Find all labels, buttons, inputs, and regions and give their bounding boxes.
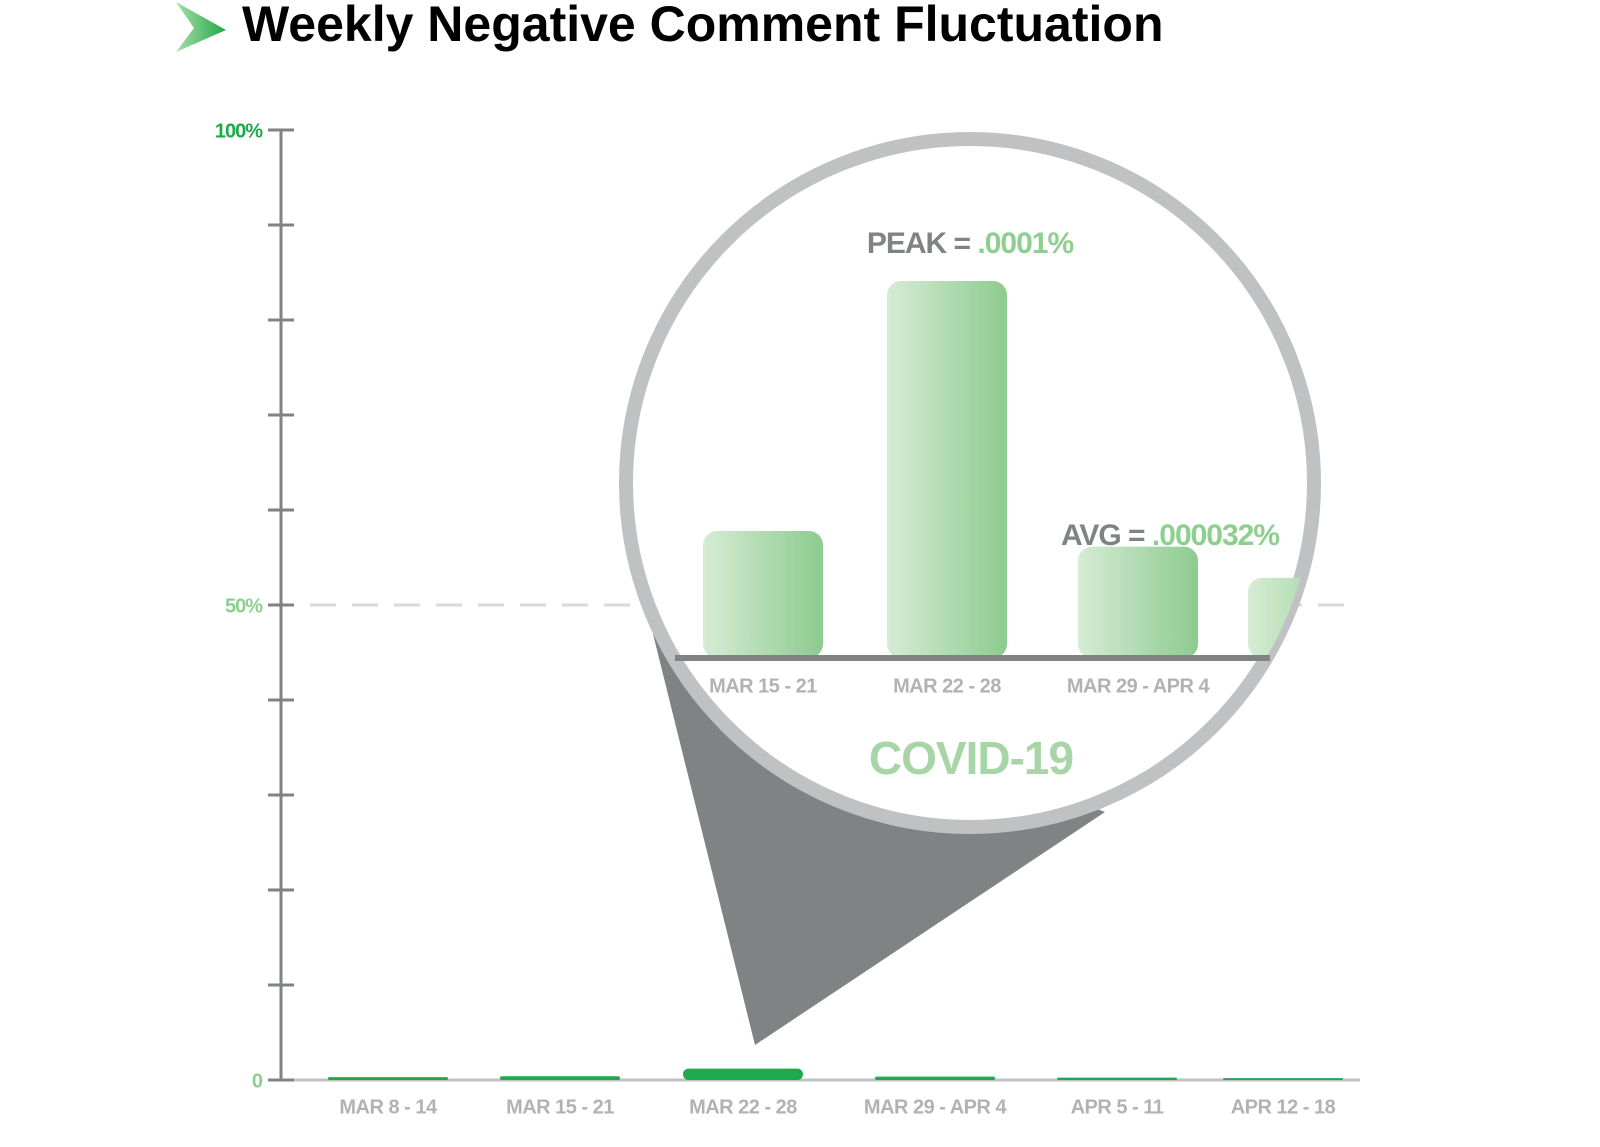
avg-annotation: AVG = .000032% <box>1061 519 1279 552</box>
inset-x-label: MAR 22 - 28 <box>893 675 1001 697</box>
y-tick-label: 0 <box>252 1070 263 1092</box>
event-label: COVID-19 <box>869 732 1073 784</box>
x-tick-label: MAR 15 - 21 <box>506 1096 614 1118</box>
y-tick-label: 50% <box>225 595 263 617</box>
x-tick-label: MAR 8 - 14 <box>339 1096 438 1118</box>
avg-label: AVG = <box>1061 519 1152 552</box>
bar <box>1223 1078 1343 1080</box>
bar <box>500 1076 620 1080</box>
y-tick-label: 100% <box>215 120 263 142</box>
title-icon <box>176 2 226 52</box>
inset-bar <box>1248 577 1314 658</box>
inset-x-label: MAR 29 - APR 4 <box>1067 675 1211 697</box>
bar <box>875 1076 995 1080</box>
inset-x-label: MAR 15 - 21 <box>709 675 817 697</box>
inset-bar <box>1078 546 1198 658</box>
peak-label: PEAK = <box>867 227 978 260</box>
peak-value: .0001% <box>977 227 1073 260</box>
avg-value: .000032% <box>1152 519 1279 552</box>
inset-bar <box>703 531 823 658</box>
peak-annotation: PEAK = .0001% <box>867 227 1074 260</box>
bar <box>683 1068 803 1080</box>
x-tick-label: MAR 22 - 28 <box>689 1096 797 1118</box>
x-tick-label: APR 12 - 18 <box>1231 1096 1336 1118</box>
inset-bar <box>887 281 1007 658</box>
bar <box>1057 1077 1177 1080</box>
bar <box>328 1077 448 1080</box>
x-tick-label: APR 5 - 11 <box>1071 1096 1164 1118</box>
chart-title: Weekly Negative Comment Fluctuation <box>242 0 1163 52</box>
x-tick-label: MAR 29 - APR 4 <box>864 1096 1008 1118</box>
